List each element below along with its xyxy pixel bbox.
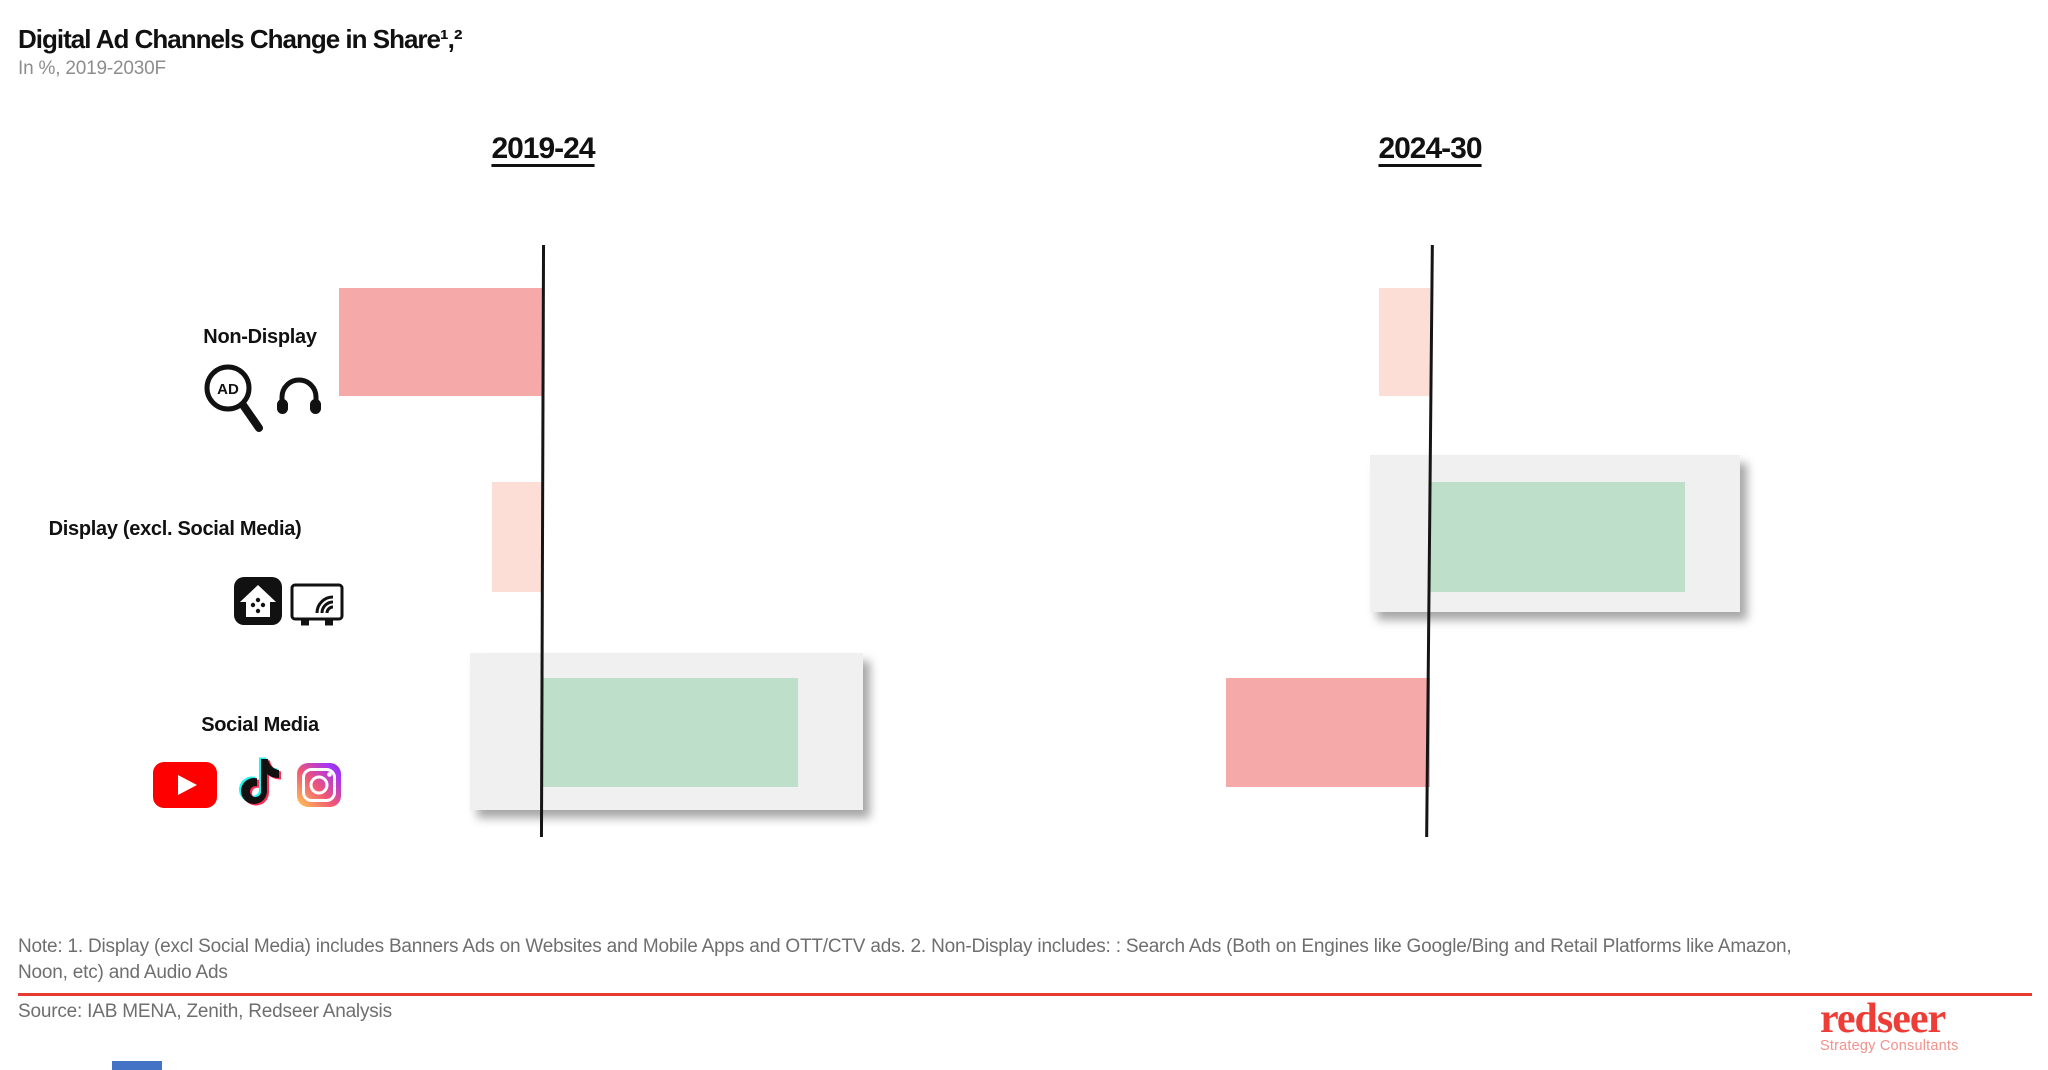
row-label-display-excl-social: Display (excl. Social Media) [48,518,302,540]
logo-wordmark: redseer [1820,996,1946,1042]
chart-title: Digital Ad Channels Change in Share¹,² [18,24,463,54]
headphones-icon [274,372,324,418]
chart-subtitle: In %, 2019-2030F [18,58,166,79]
ott-ctv-tv-icon [290,582,344,628]
footnote: Note: 1. Display (excl Social Media) inc… [18,934,2034,985]
panel-header-2019-24: 2019-24 [491,132,595,165]
row-label-social-media: Social Media [201,714,319,736]
svg-text:AD: AD [217,381,239,398]
instagram-icon [296,762,342,808]
row-label-non-display: Non-Display [203,326,317,348]
bar-2024-30-social-media [1226,678,1430,787]
panel-header-2024-30: 2024-30 [1378,132,1482,165]
logo-tagline: Strategy Consultants [1820,1038,1959,1054]
source-text: Source: IAB MENA, Zenith, Redseer Analys… [18,1001,392,1022]
slide-corner-accent [112,1061,162,1070]
website-app-icon [233,576,283,626]
search-ad-icon: AD [202,362,264,440]
bar-2024-30-non-display [1379,288,1430,396]
bar-2024-30-display-excl-social [1430,482,1685,592]
bar-2019-24-display-excl-social [492,482,543,592]
bar-2019-24-non-display [339,288,543,396]
youtube-icon [153,762,217,808]
tiktok-icon [238,756,284,810]
footer-divider-line [18,993,2032,996]
redseer-logo: redseer Strategy Consultants [1820,998,2010,1054]
bar-2019-24-social-media [543,678,798,787]
footnote-line-1: Note: 1. Display (excl Social Media) inc… [18,936,1792,957]
footnote-line-2: Noon, etc) and Audio Ads [18,961,228,983]
